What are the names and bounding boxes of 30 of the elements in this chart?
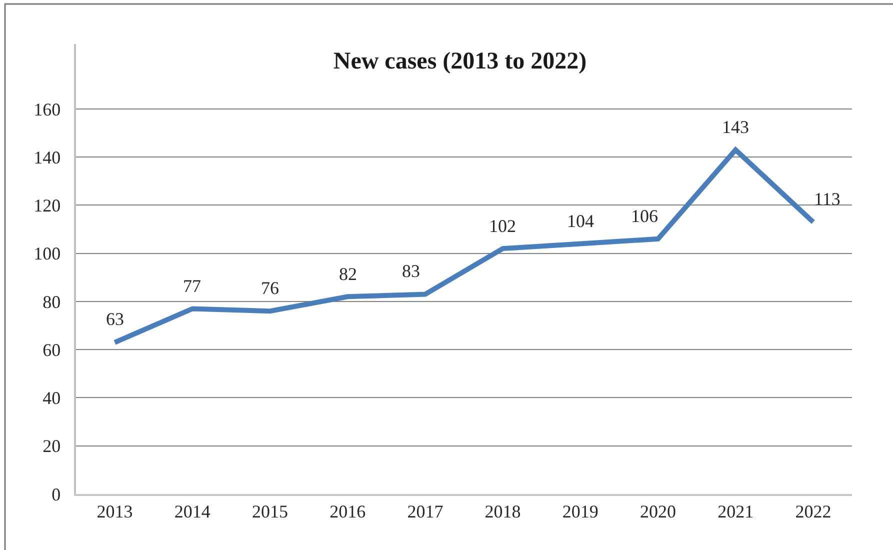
x-tick-label: 2019: [562, 501, 598, 522]
y-tick-label: 140: [34, 147, 61, 168]
data-label: 82: [339, 264, 357, 284]
data-label: 83: [402, 261, 420, 281]
x-tick-label: 2017: [407, 501, 444, 522]
data-label: 102: [489, 216, 516, 236]
data-label: 106: [631, 206, 658, 226]
y-tick-label: 80: [42, 292, 61, 312]
x-tick-label: 2013: [96, 501, 133, 522]
chart-title: New cases (2013 to 2022): [333, 48, 587, 74]
x-tick-label: 2021: [718, 501, 754, 522]
data-label: 63: [106, 309, 124, 329]
data-label: 77: [183, 276, 201, 296]
x-tick-label: 2018: [484, 501, 521, 522]
y-tick-label: 20: [42, 436, 61, 456]
x-tick-label: 2016: [330, 501, 366, 522]
x-tick-label: 2020: [640, 501, 676, 522]
y-tick-label: 100: [34, 244, 61, 264]
data-label: 76: [261, 278, 279, 298]
y-tick-label: 0: [52, 484, 61, 504]
y-tick-label: 40: [42, 388, 61, 408]
y-tick-label: 160: [34, 99, 61, 120]
y-tick-label: 120: [34, 196, 61, 216]
y-tick-label: 60: [42, 340, 61, 360]
x-tick-label: 2015: [252, 501, 288, 522]
x-tick-label: 2022: [795, 501, 832, 522]
data-label: 104: [567, 211, 594, 231]
data-label: 143: [722, 117, 749, 137]
x-tick-label: 2014: [174, 501, 210, 522]
data-label: 113: [814, 189, 840, 209]
